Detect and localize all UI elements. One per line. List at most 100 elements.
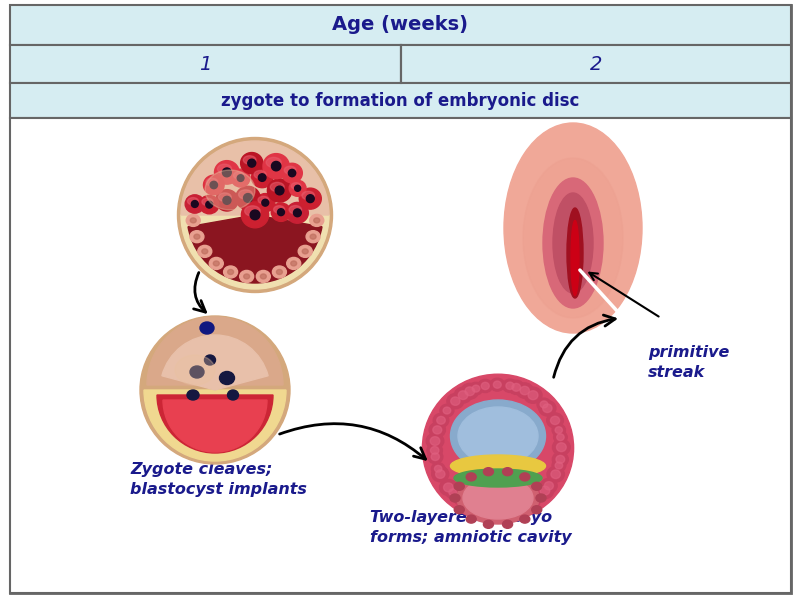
FancyBboxPatch shape bbox=[10, 83, 791, 118]
Ellipse shape bbox=[490, 378, 505, 391]
Ellipse shape bbox=[457, 472, 539, 524]
Ellipse shape bbox=[223, 196, 231, 205]
Ellipse shape bbox=[287, 257, 300, 269]
Ellipse shape bbox=[502, 379, 517, 392]
Ellipse shape bbox=[429, 422, 445, 437]
Ellipse shape bbox=[295, 185, 300, 191]
Ellipse shape bbox=[532, 506, 541, 514]
Ellipse shape bbox=[450, 400, 545, 472]
Ellipse shape bbox=[205, 170, 255, 210]
Wedge shape bbox=[188, 215, 322, 283]
Ellipse shape bbox=[306, 195, 314, 203]
Ellipse shape bbox=[567, 208, 583, 298]
Ellipse shape bbox=[198, 245, 211, 257]
Ellipse shape bbox=[470, 501, 487, 516]
Ellipse shape bbox=[450, 494, 460, 502]
Ellipse shape bbox=[447, 394, 464, 409]
Wedge shape bbox=[181, 141, 329, 215]
Wedge shape bbox=[147, 317, 283, 385]
Wedge shape bbox=[144, 390, 286, 461]
Ellipse shape bbox=[277, 209, 284, 215]
Ellipse shape bbox=[204, 355, 215, 365]
Ellipse shape bbox=[466, 473, 476, 481]
Ellipse shape bbox=[521, 497, 536, 510]
Ellipse shape bbox=[525, 500, 533, 507]
Ellipse shape bbox=[526, 494, 541, 507]
Ellipse shape bbox=[270, 182, 284, 191]
Ellipse shape bbox=[481, 382, 489, 389]
Ellipse shape bbox=[433, 426, 442, 434]
Ellipse shape bbox=[466, 515, 476, 523]
Ellipse shape bbox=[484, 467, 493, 476]
Ellipse shape bbox=[282, 163, 302, 183]
Ellipse shape bbox=[194, 234, 200, 239]
Ellipse shape bbox=[458, 391, 468, 400]
Ellipse shape bbox=[254, 170, 266, 179]
Ellipse shape bbox=[440, 404, 454, 417]
Ellipse shape bbox=[493, 508, 501, 515]
Ellipse shape bbox=[231, 169, 250, 187]
FancyBboxPatch shape bbox=[10, 45, 400, 83]
Ellipse shape bbox=[571, 220, 579, 295]
Ellipse shape bbox=[451, 397, 460, 406]
Ellipse shape bbox=[454, 506, 465, 514]
Ellipse shape bbox=[430, 446, 439, 454]
Ellipse shape bbox=[484, 520, 493, 529]
Ellipse shape bbox=[244, 206, 260, 216]
Ellipse shape bbox=[547, 413, 563, 428]
Ellipse shape bbox=[444, 483, 453, 492]
Ellipse shape bbox=[227, 390, 239, 400]
Ellipse shape bbox=[430, 437, 440, 445]
Ellipse shape bbox=[248, 159, 256, 167]
Ellipse shape bbox=[449, 489, 457, 496]
Wedge shape bbox=[157, 395, 273, 453]
Ellipse shape bbox=[175, 355, 215, 385]
Ellipse shape bbox=[450, 455, 545, 477]
Text: Age (weeks): Age (weeks) bbox=[332, 16, 468, 34]
Ellipse shape bbox=[457, 496, 464, 502]
Text: zygote to formation of embryonic disc: zygote to formation of embryonic disc bbox=[221, 91, 579, 109]
Ellipse shape bbox=[199, 196, 219, 214]
Ellipse shape bbox=[302, 249, 308, 254]
Ellipse shape bbox=[555, 462, 562, 469]
Text: Zygote cleaves;
blastocyst implants: Zygote cleaves; blastocyst implants bbox=[130, 462, 307, 497]
Text: primitive
streak: primitive streak bbox=[648, 345, 730, 380]
Ellipse shape bbox=[502, 520, 513, 529]
Ellipse shape bbox=[547, 466, 565, 482]
Ellipse shape bbox=[512, 383, 521, 391]
Ellipse shape bbox=[505, 507, 513, 514]
Ellipse shape bbox=[467, 502, 475, 509]
Ellipse shape bbox=[262, 199, 268, 206]
Ellipse shape bbox=[244, 194, 252, 202]
Ellipse shape bbox=[436, 470, 445, 478]
FancyBboxPatch shape bbox=[10, 5, 791, 593]
Ellipse shape bbox=[556, 455, 565, 463]
Ellipse shape bbox=[237, 175, 244, 181]
Ellipse shape bbox=[539, 401, 556, 416]
Ellipse shape bbox=[276, 186, 284, 195]
Ellipse shape bbox=[293, 209, 301, 217]
Ellipse shape bbox=[528, 391, 538, 400]
Ellipse shape bbox=[514, 504, 523, 512]
Ellipse shape bbox=[432, 466, 449, 482]
Ellipse shape bbox=[272, 161, 281, 171]
Ellipse shape bbox=[553, 439, 570, 455]
Ellipse shape bbox=[506, 382, 514, 389]
Ellipse shape bbox=[260, 274, 267, 279]
Ellipse shape bbox=[203, 175, 224, 195]
Text: 2: 2 bbox=[590, 55, 602, 73]
Ellipse shape bbox=[443, 407, 451, 414]
Ellipse shape bbox=[287, 202, 308, 223]
Ellipse shape bbox=[493, 381, 501, 388]
Ellipse shape bbox=[454, 469, 542, 487]
Ellipse shape bbox=[553, 431, 567, 443]
Ellipse shape bbox=[263, 154, 289, 179]
Ellipse shape bbox=[310, 214, 324, 226]
Ellipse shape bbox=[298, 245, 312, 257]
Ellipse shape bbox=[552, 424, 566, 436]
Ellipse shape bbox=[552, 459, 566, 472]
Ellipse shape bbox=[453, 493, 467, 505]
Ellipse shape bbox=[191, 200, 199, 208]
Ellipse shape bbox=[422, 374, 574, 522]
Ellipse shape bbox=[215, 190, 238, 211]
